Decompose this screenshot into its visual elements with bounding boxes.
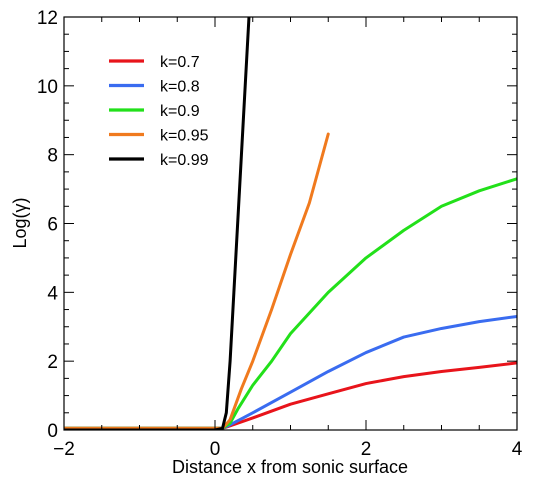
y-tick-label: 12 — [37, 8, 58, 29]
y-axis-title: Log(γ) — [10, 197, 30, 248]
y-tick-label: 8 — [47, 146, 58, 167]
y-tick-label: 6 — [47, 215, 58, 236]
series-line-k-0-7 — [64, 361, 517, 430]
y-tick-label: 0 — [47, 421, 58, 442]
y-tick-label: 2 — [47, 352, 58, 373]
legend: k=0.7 k=0.8 k=0.9 k=0.95 k=0.99 — [109, 54, 209, 169]
legend-label-k-0-7: k=0.7 — [160, 54, 200, 71]
x-axis-title: Distance x from sonic surface — [172, 457, 408, 477]
x-tick-label: −2 — [53, 439, 75, 460]
axis-ticks — [63, 16, 518, 431]
series-lines — [64, 17, 517, 430]
x-tick-label: 4 — [512, 439, 523, 460]
series-line-k-0-95 — [64, 132, 330, 430]
legend-label-k-0-8: k=0.8 — [160, 79, 200, 96]
y-tick-label: 10 — [37, 77, 58, 98]
x-tick-label: 2 — [361, 439, 372, 460]
y-tick-label: 4 — [47, 283, 58, 304]
legend-label-k-0-9: k=0.9 — [160, 103, 200, 120]
series-line-k-0-99 — [64, 17, 251, 430]
x-tick-label: 0 — [210, 439, 221, 460]
plot-frame — [63, 16, 518, 431]
legend-label-k-0-95: k=0.95 — [160, 128, 209, 145]
legend-label-k-0-99: k=0.99 — [160, 152, 209, 169]
